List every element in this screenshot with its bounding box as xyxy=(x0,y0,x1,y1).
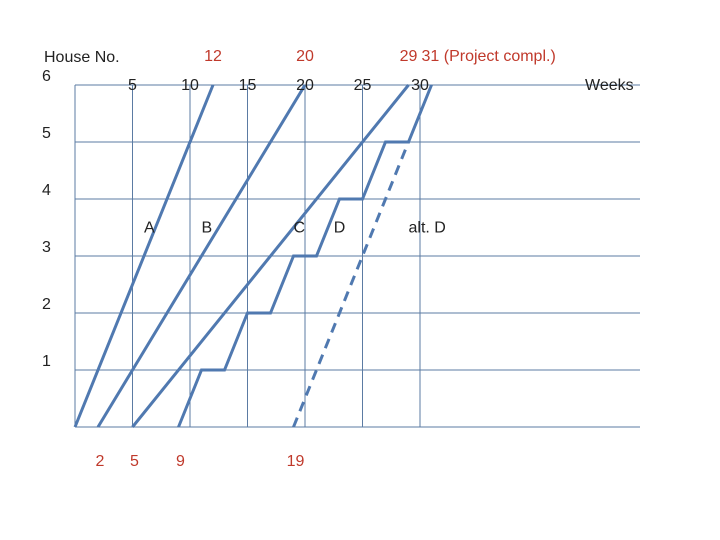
series-line-alt-d xyxy=(292,141,410,428)
series-label: D xyxy=(334,220,346,237)
series-label: alt. D xyxy=(409,220,446,237)
y-tick-label: 3 xyxy=(42,239,51,256)
x-tick-label: 20 xyxy=(296,77,314,94)
x-tick-label: 10 xyxy=(181,77,199,94)
bottom-marker-label: 2 xyxy=(96,453,105,470)
chart-grid xyxy=(74,84,640,428)
x-tick-label: 25 xyxy=(354,77,372,94)
series-label: C xyxy=(294,220,306,237)
x-tick-label: 5 xyxy=(128,77,137,94)
x-tick-label: 15 xyxy=(239,77,257,94)
series-line-d xyxy=(177,84,433,428)
x-axis-label: Weeks xyxy=(585,77,634,94)
y-axis-label: House No. xyxy=(44,49,120,66)
top-marker-label: 29 xyxy=(400,48,418,65)
x-tick-label: 30 xyxy=(411,77,429,94)
y-tick-label: 5 xyxy=(42,125,51,142)
top-marker-label: 20 xyxy=(296,48,314,65)
series-line-a xyxy=(73,84,215,428)
top-marker-label: 12 xyxy=(204,48,222,65)
series-label: A xyxy=(144,220,155,237)
series-label: B xyxy=(202,220,213,237)
bottom-marker-label: 19 xyxy=(287,453,305,470)
y-tick-label: 2 xyxy=(42,296,51,313)
bottom-marker-label: 9 xyxy=(176,453,185,470)
bottom-marker-label: 5 xyxy=(130,453,139,470)
y-tick-label: 6 xyxy=(42,68,51,85)
chart-series xyxy=(73,84,433,428)
y-tick-label: 1 xyxy=(42,353,51,370)
series-line-c xyxy=(131,84,410,428)
y-tick-label: 4 xyxy=(42,182,51,199)
series-line-b xyxy=(96,84,307,428)
top-marker-label: 31 (Project compl.) xyxy=(422,48,556,65)
